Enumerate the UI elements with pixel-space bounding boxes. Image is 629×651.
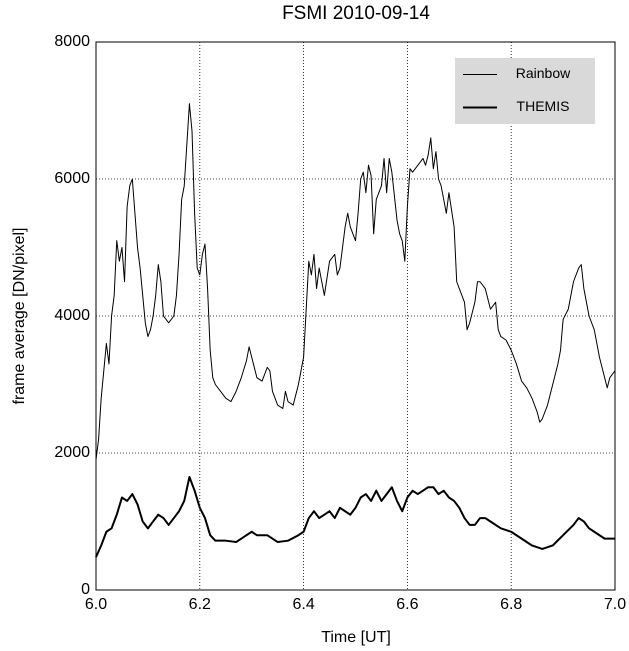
y-tick-label: 4000 xyxy=(54,307,90,324)
legend-label: THEMIS xyxy=(517,98,570,114)
y-tick-label: 6000 xyxy=(54,170,90,187)
legend-label: Rainbow xyxy=(516,65,571,81)
plot-frame xyxy=(95,41,616,591)
y-tick-label: 0 xyxy=(81,581,90,598)
series-line xyxy=(95,103,616,460)
x-tick-label: 6.4 xyxy=(292,596,314,613)
legend-box xyxy=(455,58,595,124)
y-tick-label: 8000 xyxy=(54,33,90,50)
y-axis-label: frame average [DN/pixel] xyxy=(11,228,28,405)
chart-title: FSMI 2010-09-14 xyxy=(282,3,430,24)
x-tick-label: 6.0 xyxy=(85,596,107,613)
x-tick-label: 6.8 xyxy=(500,596,522,613)
x-axis-label: Time [UT] xyxy=(321,629,391,646)
x-tick-label: 6.2 xyxy=(189,596,211,613)
x-tick-label: 7.0 xyxy=(604,596,626,613)
y-tick-label: 2000 xyxy=(54,444,90,461)
series-line xyxy=(95,475,615,558)
x-tick-label: 6.6 xyxy=(396,596,418,613)
